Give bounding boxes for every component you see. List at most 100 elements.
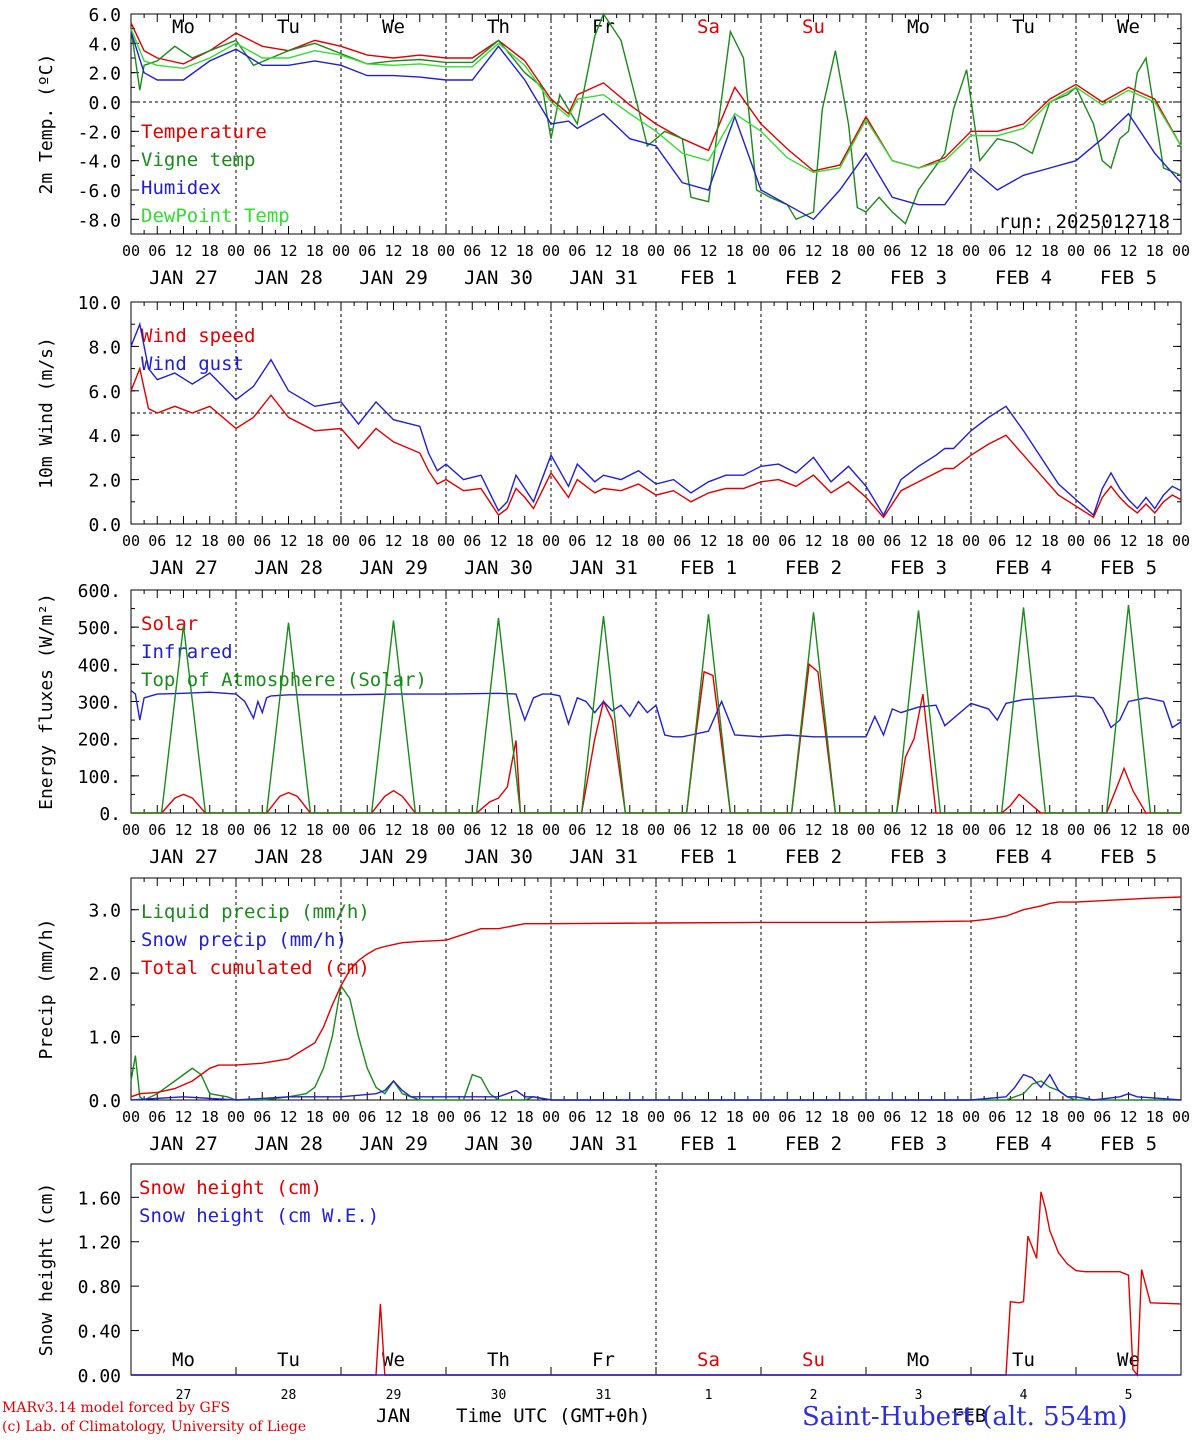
hour-tick-label: 12 <box>804 1108 822 1126</box>
hour-tick-label: 12 <box>909 821 927 839</box>
hour-tick-label: 06 <box>463 532 481 550</box>
legend-entry: Snow precip (mm/h) <box>141 929 347 951</box>
hour-tick-label: 18 <box>411 1108 429 1126</box>
hour-tick-label: 00 <box>437 1108 455 1126</box>
date-label: JAN 29 <box>359 846 428 868</box>
y-tick-label: 2.0 <box>88 471 121 492</box>
hour-tick-label: 06 <box>1093 242 1111 260</box>
hour-tick-label: 06 <box>568 821 586 839</box>
hour-tick-label: 00 <box>647 532 665 550</box>
hour-tick-label: 00 <box>962 1108 980 1126</box>
hour-tick-label: 18 <box>936 1108 954 1126</box>
hour-tick-label: 06 <box>1093 821 1111 839</box>
hour-tick-label: 18 <box>1146 242 1164 260</box>
y-tick-label: 4.0 <box>88 34 121 55</box>
hour-tick-label: 18 <box>1041 242 1059 260</box>
hour-tick-label: 12 <box>279 242 297 260</box>
hour-tick-label: 00 <box>857 1108 875 1126</box>
hour-tick-label: 18 <box>516 532 534 550</box>
hour-tick-label: 06 <box>358 821 376 839</box>
hour-tick-label: 06 <box>883 532 901 550</box>
hour-tick-label: 12 <box>699 821 717 839</box>
hour-tick-label: 00 <box>332 242 350 260</box>
weekday-label: Sa <box>697 1349 720 1371</box>
series-line-infrared <box>130 689 1182 738</box>
hour-tick-label: 00 <box>1172 1108 1190 1126</box>
hour-tick-label: 00 <box>1067 242 1085 260</box>
hour-tick-label: 00 <box>122 821 140 839</box>
hour-tick-label: 18 <box>411 242 429 260</box>
hour-tick-label: 18 <box>726 1108 744 1126</box>
date-label: JAN 28 <box>254 846 323 868</box>
hour-tick-label: 12 <box>909 1108 927 1126</box>
y-tick-label: 8.0 <box>88 337 121 358</box>
hour-tick-label: 18 <box>411 821 429 839</box>
y-tick-label: 0.00 <box>78 1366 121 1387</box>
hour-tick-label: 00 <box>122 242 140 260</box>
hour-tick-label: 18 <box>1041 532 1059 550</box>
y-tick-label: 300. <box>78 693 121 714</box>
y-tick-label: 6.0 <box>88 382 121 403</box>
y-tick-label: 1.0 <box>88 1028 121 1049</box>
hour-tick-label: 00 <box>752 242 770 260</box>
hour-tick-label: 12 <box>594 821 612 839</box>
legend-entry: DewPoint Temp <box>141 205 290 227</box>
hour-tick-label: 12 <box>489 1108 507 1126</box>
hour-tick-label: 18 <box>936 821 954 839</box>
hour-tick-label: 18 <box>831 1108 849 1126</box>
hour-tick-label: 18 <box>516 242 534 260</box>
hour-tick-label: 18 <box>621 821 639 839</box>
hour-tick-label: 06 <box>883 242 901 260</box>
hour-tick-label: 06 <box>148 242 166 260</box>
hour-tick-label: 00 <box>122 532 140 550</box>
weekday-label: We <box>1117 1349 1140 1371</box>
date-label: FEB 3 <box>890 846 947 868</box>
hour-tick-label: 06 <box>673 242 691 260</box>
legend-entry: Liquid precip (mm/h) <box>141 901 370 923</box>
hour-tick-label: 00 <box>542 821 560 839</box>
hour-tick-label: 12 <box>909 532 927 550</box>
legend-entry: Snow height (cm) <box>139 1177 322 1199</box>
day-number-label: 31 <box>596 1388 612 1403</box>
date-label: JAN 28 <box>254 1133 323 1155</box>
hour-tick-label: 12 <box>489 821 507 839</box>
y-axis-label: Energy fluxes (W/m²) <box>36 593 57 810</box>
y-tick-label: -2.0 <box>78 122 121 143</box>
weekday-label: Tu <box>1012 16 1035 38</box>
legend-entry: Solar <box>141 613 198 635</box>
hour-tick-label: 06 <box>463 1108 481 1126</box>
date-label: JAN 30 <box>464 1133 533 1155</box>
hour-tick-label: 06 <box>673 821 691 839</box>
hour-tick-label: 00 <box>437 532 455 550</box>
hour-tick-label: 12 <box>1014 242 1032 260</box>
series-line-total-cumulated-cm- <box>130 896 1182 1098</box>
hour-tick-label: 18 <box>1146 1108 1164 1126</box>
y-tick-label: -6.0 <box>78 181 121 202</box>
hour-tick-label: 00 <box>332 532 350 550</box>
hour-tick-label: 06 <box>358 532 376 550</box>
hour-tick-label: 00 <box>1067 821 1085 839</box>
hour-tick-label: 12 <box>384 1108 402 1126</box>
hour-tick-label: 12 <box>279 532 297 550</box>
date-label: JAN 29 <box>359 557 428 579</box>
date-label: FEB 1 <box>680 267 737 289</box>
weekday-label: We <box>382 16 405 38</box>
series-line-vigne-temp <box>130 12 1182 225</box>
weekday-label: Su <box>802 16 825 38</box>
hour-tick-label: 06 <box>253 821 271 839</box>
y-tick-label: 100. <box>78 767 121 788</box>
hour-tick-label: 12 <box>384 532 402 550</box>
hour-tick-label: 12 <box>174 532 192 550</box>
hour-tick-label: 12 <box>279 1108 297 1126</box>
hour-tick-label: 00 <box>962 532 980 550</box>
y-tick-label: 4.0 <box>88 426 121 447</box>
legend-entry: Temperature <box>141 121 267 143</box>
day-number-label: 27 <box>176 1388 192 1403</box>
weekday-label: Tu <box>277 1349 300 1371</box>
hour-tick-label: 18 <box>201 1108 219 1126</box>
hour-tick-label: 06 <box>253 242 271 260</box>
month-label-jan: JAN <box>376 1405 411 1427</box>
hour-tick-label: 00 <box>1172 532 1190 550</box>
hour-tick-label: 18 <box>726 532 744 550</box>
hour-tick-label: 00 <box>647 821 665 839</box>
